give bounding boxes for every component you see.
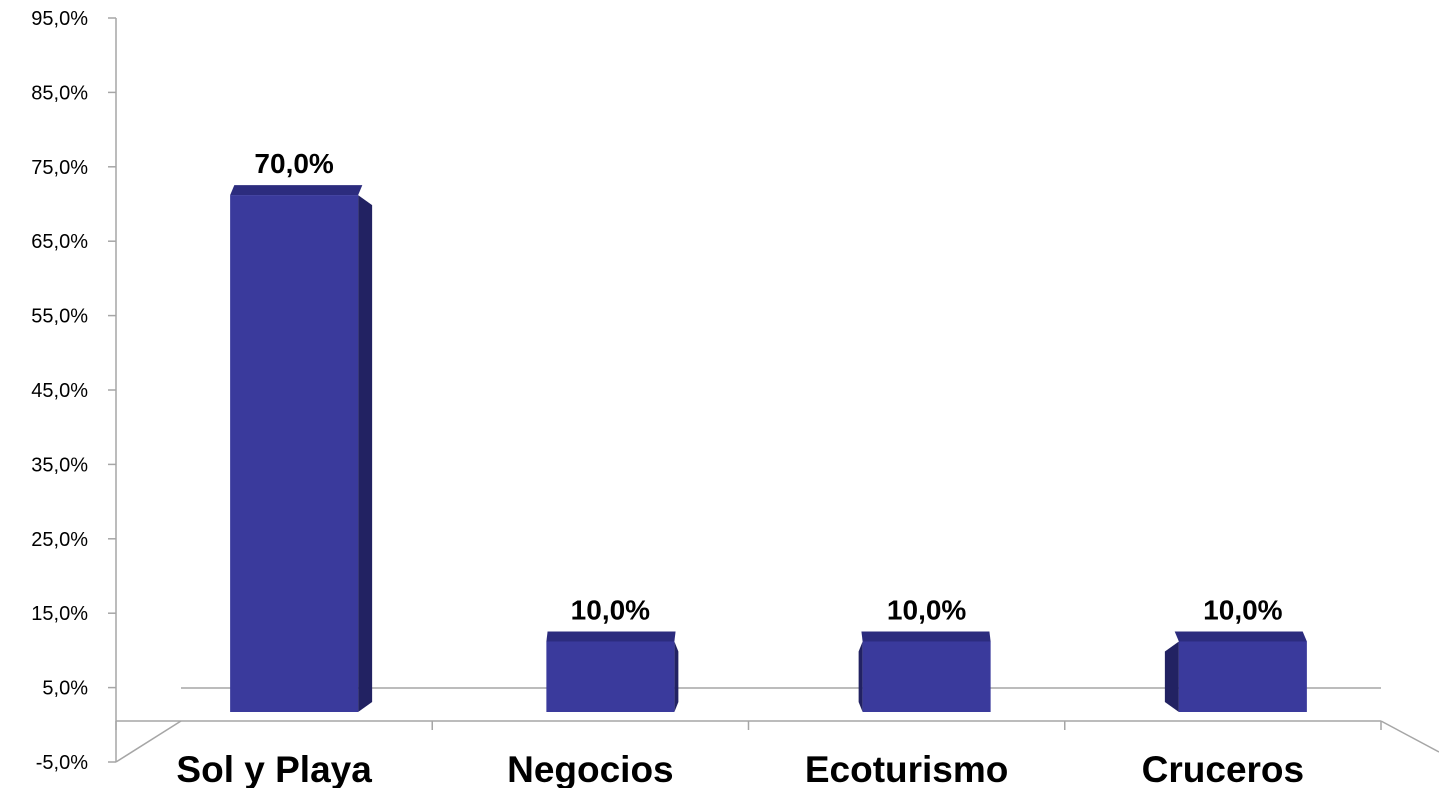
bar-top	[230, 185, 363, 196]
bar-sol-y-playa	[230, 195, 359, 712]
bar-negocios	[546, 641, 675, 712]
y-tick-label: 85,0%	[31, 82, 88, 104]
category-label: Cruceros	[1142, 749, 1304, 788]
category-label: Ecoturismo	[805, 749, 1009, 788]
bar-cruceros	[1178, 641, 1307, 712]
y-axis-ticks: -5,0% 5,0% 15,0% 25,0% 35,0% 45,0% 55,0% 65,0% 7…	[31, 8, 116, 774]
y-tick-label: 75,0%	[31, 157, 88, 179]
data-label: 10,0%	[1203, 594, 1282, 625]
data-label: 10,0%	[887, 594, 966, 625]
y-tick-label: 45,0%	[31, 380, 88, 402]
y-tick-label: 5,0%	[42, 678, 88, 700]
data-label: 70,0%	[254, 148, 333, 179]
data-labels: 70,0% 10,0% 10,0% 10,0%	[254, 148, 1282, 625]
y-tick-label: 55,0%	[31, 306, 88, 328]
bar-top	[861, 631, 991, 642]
bar-side	[858, 641, 863, 712]
category-label: Sol y Playa	[176, 749, 372, 788]
y-tick-label: 65,0%	[31, 231, 88, 253]
y-tick-label: 95,0%	[31, 8, 88, 30]
bar-side	[1164, 641, 1179, 712]
y-tick-label: 25,0%	[31, 529, 88, 551]
y-tick-label: -5,0%	[36, 752, 88, 774]
category-labels: Sol y Playa Negocios Ecoturismo Cruceros	[176, 749, 1304, 788]
floor-right-edge	[1380, 720, 1439, 753]
bar-ecoturismo	[862, 641, 991, 712]
y-tick-label: 15,0%	[31, 603, 88, 625]
bars	[230, 185, 1307, 712]
bar-top	[546, 631, 676, 642]
bar-side	[674, 641, 679, 712]
floor-left-edge	[115, 720, 182, 763]
bar-side	[358, 195, 373, 712]
category-label: Negocios	[507, 749, 674, 788]
y-tick-label: 35,0%	[31, 454, 88, 476]
data-label: 10,0%	[571, 594, 650, 625]
bar-top	[1174, 631, 1307, 642]
